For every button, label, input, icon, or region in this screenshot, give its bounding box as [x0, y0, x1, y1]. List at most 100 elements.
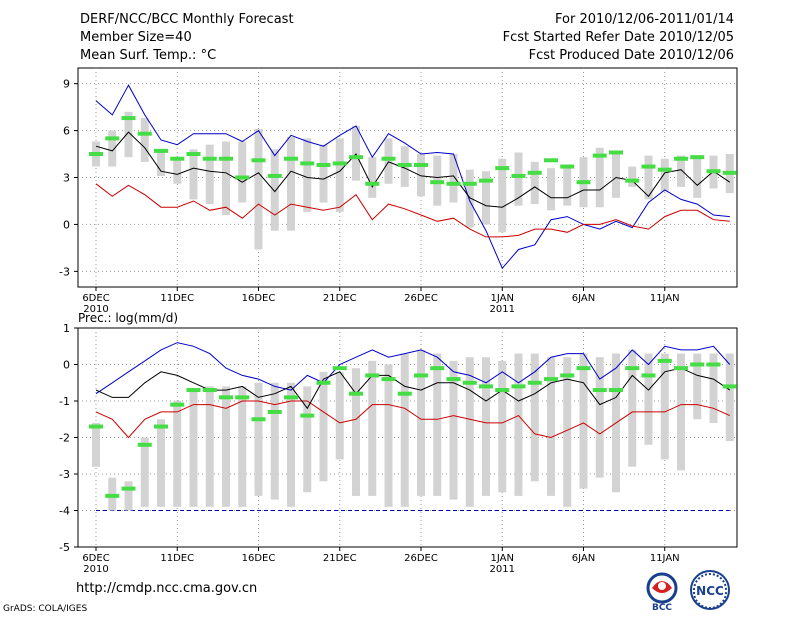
marker-point: [414, 162, 428, 167]
min-line: [95, 183, 730, 238]
spread-bar: [563, 357, 572, 507]
marker-point: [121, 486, 136, 491]
spread-bar: [579, 353, 588, 489]
marker-point: [316, 380, 331, 385]
marker-point: [381, 156, 396, 161]
marker-point: [609, 388, 623, 393]
spread-bar: [563, 168, 572, 206]
marker-point: [235, 175, 250, 180]
spread-bar: [254, 129, 263, 250]
forecast-started-date: Fcst Started Refer Date 2010/12/05: [502, 30, 734, 45]
marker-point: [674, 156, 688, 161]
marker-point: [105, 493, 120, 498]
panel-title: Prec.: log(mm/d): [78, 311, 178, 325]
marker-point: [316, 162, 331, 167]
marker-point: [414, 373, 428, 378]
spread-bar: [140, 118, 149, 162]
marker-point: [430, 180, 445, 185]
marker-point: [251, 158, 266, 163]
spread-bar: [644, 353, 653, 445]
marker-point: [170, 156, 185, 161]
spread-bar: [709, 353, 718, 423]
marker-point: [706, 169, 721, 174]
spread-bar: [287, 382, 295, 507]
y-tick-label: 0: [63, 359, 70, 372]
spread-bar: [725, 353, 734, 442]
spread-bar: [287, 136, 295, 231]
marker-point: [625, 178, 640, 183]
spread-bar: [189, 390, 198, 507]
marker-point: [592, 153, 607, 158]
marker-point: [154, 148, 168, 153]
spread-bar: [400, 353, 409, 507]
spread-bar: [140, 437, 149, 507]
spread-bar: [514, 353, 523, 496]
x-tick-label: 21DEC: [323, 553, 357, 564]
spread-bar: [628, 166, 637, 187]
spread-bar: [498, 360, 507, 493]
bcc-logo: BCC: [646, 572, 678, 612]
spread-bar: [335, 138, 344, 212]
spread-bar: [303, 138, 312, 212]
spread-bar: [547, 168, 555, 211]
spread-bar: [205, 386, 214, 507]
spread-bar: [189, 149, 198, 200]
spread-bar: [660, 158, 669, 192]
marker-point: [105, 136, 120, 141]
x-tick-label: 11JAN: [650, 553, 680, 564]
spread-bar: [547, 357, 555, 496]
x-tick-label: 6DEC: [82, 553, 109, 564]
y-tick-label: 9: [63, 78, 70, 91]
spread-bar: [173, 401, 182, 507]
spread-bar: [352, 368, 360, 496]
marker-point: [202, 388, 217, 393]
spread-bar: [530, 353, 539, 482]
forecast-period: For 2010/12/06-2011/01/14: [555, 12, 734, 27]
marker-point: [300, 413, 315, 418]
marker-point: [544, 377, 558, 382]
grads-credit: GrADS: COLA/IGES: [3, 604, 88, 614]
marker-point: [576, 180, 591, 185]
spread-bar: [108, 130, 117, 167]
spread-bar: [319, 144, 328, 203]
marker-point: [511, 384, 526, 389]
marker-point: [430, 366, 445, 371]
marker-point: [300, 161, 315, 166]
y-tick-label: -3: [59, 468, 70, 481]
spread-bar: [303, 386, 312, 493]
marker-point: [576, 366, 591, 371]
spread-bar: [270, 149, 279, 231]
marker-point: [641, 164, 656, 169]
bcc-logo-text: BCC: [652, 603, 672, 612]
spread-bar: [254, 382, 263, 496]
spread-bar: [660, 353, 669, 460]
spread-bar: [384, 138, 393, 184]
x-tick-label: 11DEC: [160, 293, 194, 304]
spread-bar: [465, 169, 474, 228]
marker-point: [284, 395, 298, 400]
spread-bar: [124, 481, 133, 511]
x-tick-label: 6DEC: [82, 293, 109, 304]
marker-point: [397, 391, 412, 396]
source-url[interactable]: http://cmdp.ncc.cma.gov.cn: [76, 581, 258, 596]
spread-bar: [595, 357, 604, 478]
variable-label: Mean Surf. Temp.: °C: [80, 48, 217, 63]
spread-bar: [644, 155, 653, 200]
spread-bar: [595, 147, 604, 208]
spread-bar: [693, 155, 702, 198]
min-line: [95, 400, 731, 439]
spread-bar: [514, 152, 523, 206]
spread-bar: [157, 150, 165, 176]
spread-bar: [238, 386, 247, 507]
marker-point: [89, 424, 103, 429]
spread-bar: [693, 353, 702, 420]
x-tick-label: 1JAN: [491, 553, 514, 564]
spread-bar: [433, 353, 442, 496]
spread-bar: [465, 357, 474, 507]
spread-bar: [384, 364, 393, 507]
chart-title: DERF/NCC/BCC Monthly Forecast: [80, 12, 294, 27]
marker-point: [674, 366, 688, 371]
y-tick-label: -1: [59, 395, 70, 408]
marker-point: [137, 442, 152, 447]
x-tick-label: 16DEC: [242, 553, 276, 564]
